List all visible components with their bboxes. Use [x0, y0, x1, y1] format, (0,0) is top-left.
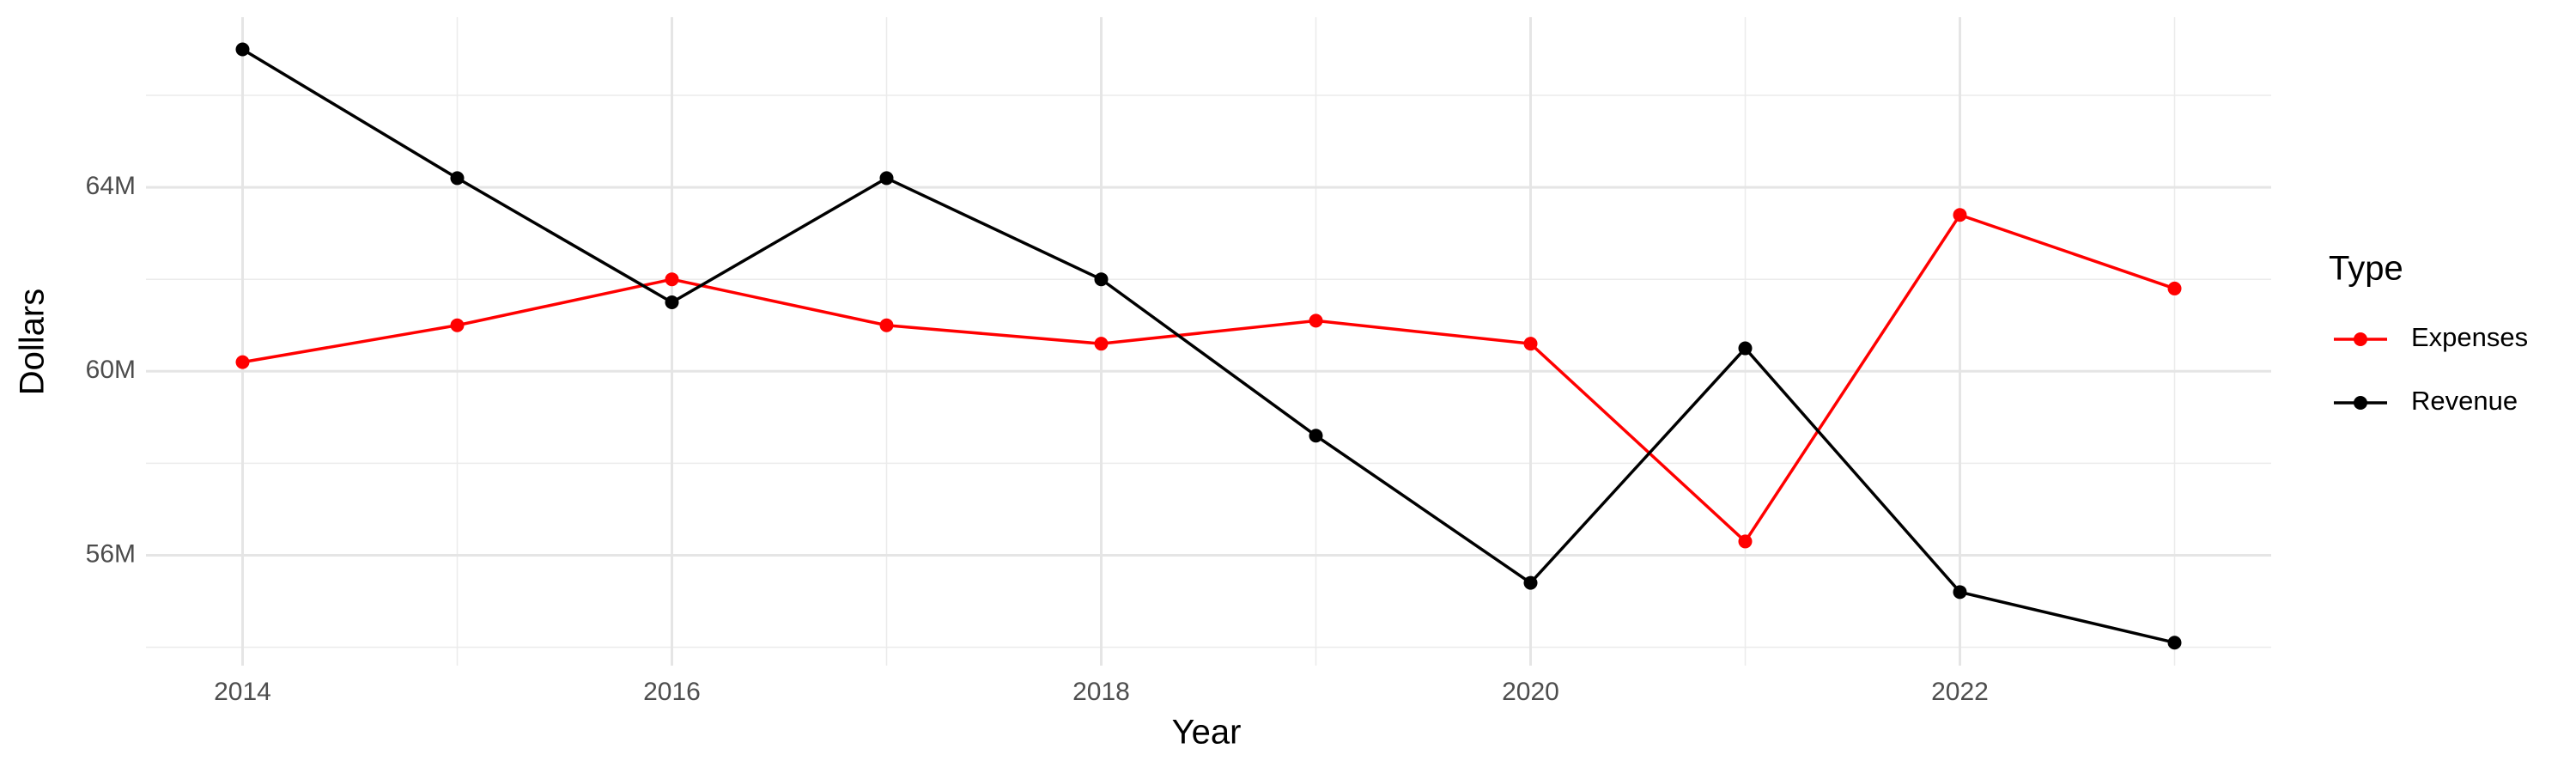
y-tick-label: 60M — [86, 356, 136, 384]
data-point — [1953, 585, 1967, 600]
y-tick-label: 56M — [86, 539, 136, 568]
legend-point — [2354, 332, 2367, 346]
data-point — [1094, 272, 1109, 287]
data-point — [1523, 575, 1538, 590]
data-point — [2167, 636, 2182, 650]
data-point — [1309, 313, 1323, 328]
data-point — [665, 272, 679, 287]
x-tick-label: 2022 — [1931, 678, 1989, 706]
data-point — [1309, 429, 1323, 443]
x-tick-label: 2018 — [1072, 678, 1130, 706]
y-axis-title: Dollars — [14, 289, 52, 395]
data-point — [1523, 337, 1538, 351]
data-point — [1094, 337, 1109, 351]
legend-point — [2354, 396, 2367, 410]
y-tick-label: 64M — [86, 172, 136, 200]
data-point — [2167, 281, 2182, 295]
data-point — [235, 355, 250, 369]
legend-label: Expenses — [2411, 322, 2528, 352]
data-point — [450, 318, 465, 332]
x-tick-label: 2016 — [643, 678, 701, 706]
data-point — [1953, 208, 1967, 222]
data-point — [235, 42, 250, 57]
series-line — [242, 213, 2176, 545]
x-tick-label: 2020 — [1502, 678, 1559, 706]
data-point — [879, 171, 894, 186]
grid — [146, 17, 2271, 666]
x-tick-label: 2014 — [214, 678, 271, 706]
data-point — [1738, 534, 1753, 549]
legend-title: Type — [2329, 250, 2403, 288]
data-point — [1738, 341, 1753, 356]
legend-label: Revenue — [2411, 386, 2518, 416]
x-axis-title: Year — [1172, 714, 1242, 752]
data-point — [665, 295, 679, 309]
series-line — [241, 47, 2175, 644]
data-point — [879, 318, 894, 332]
data-point — [450, 171, 465, 186]
